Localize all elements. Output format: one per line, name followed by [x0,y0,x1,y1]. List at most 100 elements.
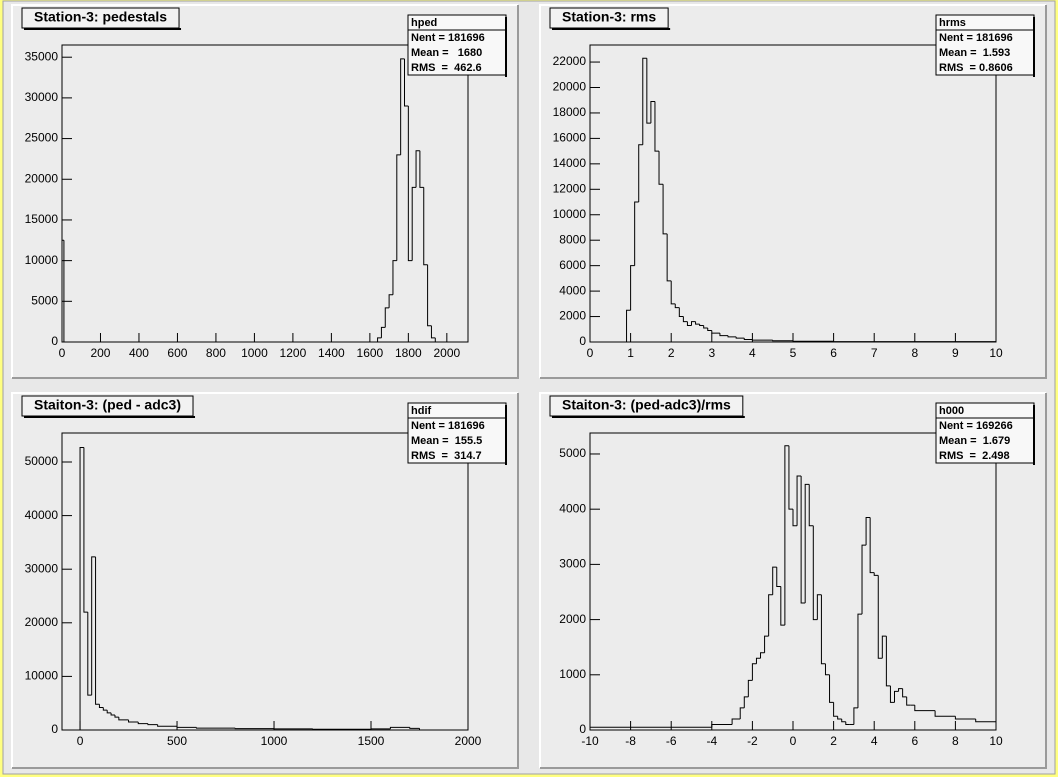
histogram-bin [630,265,635,311]
x-tick-label: 1000 [261,734,288,748]
stats-line: Nent = 169266 [939,420,1013,432]
x-tick-label: -4 [706,734,717,748]
pad-bevel [11,392,518,768]
y-tick-label: 20000 [25,171,59,185]
histogram-bin [869,517,875,574]
histogram-bin [380,326,386,338]
y-tick-label: 6000 [559,258,586,272]
histogram-bin [626,309,631,342]
x-tick-label: 0 [77,734,84,748]
histogram-bin [83,447,88,613]
pad-bevel [12,393,519,769]
histogram-bin [176,726,197,728]
histogram-bin [654,101,660,152]
histogram-bin [792,340,834,342]
histogram-bin [691,321,696,326]
y-tick-label: 30000 [25,90,59,104]
y-tick-label: 10000 [553,207,587,221]
y-tick-label: 4000 [559,283,586,297]
stats-line: Mean = 1680 [411,47,482,59]
histogram-bin [666,233,672,282]
y-tick-label: 50000 [25,454,59,468]
histogram-bin [841,718,846,723]
stats-line: RMS = 0.8606 [939,62,1013,74]
histogram-bin [430,325,436,339]
histogram-bin [837,716,842,720]
x-tick-label: 4 [871,734,878,748]
pad-bevel [539,4,1046,378]
y-tick-label: 2000 [559,309,586,323]
x-tick-label: 6 [911,734,918,748]
histogram-bin [743,696,749,708]
histogram-bin [812,525,818,621]
histogram-bin [796,475,802,526]
histogram-bin [776,567,781,587]
histogram-bin [751,339,773,341]
stats-name: h000 [939,405,964,417]
x-tick-label: 6 [830,346,837,360]
histogram-bin [646,58,651,124]
histogram-bin [808,484,814,527]
y-tick-label: 14000 [553,156,587,170]
histogram-bin [857,613,863,708]
histogram-bin [772,566,777,595]
histogram-bin [695,321,700,325]
histogram-bin [434,337,440,343]
histogram-bin [392,260,397,295]
y-tick-label: 0 [579,722,586,736]
stats-line: Nent = 181696 [411,32,485,44]
histogram-bin [110,712,115,716]
y-tick-label: 8000 [559,232,586,246]
histogram-bin [711,330,720,334]
histogram-bin [98,704,104,708]
histogram-bin [751,663,757,681]
y-tick-label: 25000 [25,131,59,145]
pad-bevel [539,392,1046,768]
x-tick-label: 0 [790,734,797,748]
histogram-bin [699,324,704,326]
histogram-bin [377,337,382,342]
histogram-bin [662,184,668,235]
histogram-bin [873,572,879,576]
pad: 0 10000 20000 30000 40000 50000 0 500 1000 1500 20… [11,392,519,769]
x-tick-label: 5 [790,346,797,360]
x-tick-label: 7 [871,346,878,360]
x-tick-label: -6 [666,734,677,748]
histogram-bin [400,58,405,155]
histogram-bin [137,721,148,725]
histogram-bin [415,150,420,188]
x-tick-label: 3 [708,346,715,360]
stats-line: Mean = 1.679 [939,435,1010,447]
histogram-bin [894,690,899,703]
histogram-bin [674,303,680,309]
histogram-bin [423,187,428,266]
histogram-bin [719,333,729,337]
x-tick-label: 8 [911,346,918,360]
x-tick-label: 2000 [455,734,482,748]
histogram-bin [906,696,911,706]
histogram-bin [755,657,761,664]
histogram-bin [711,723,733,728]
histogram-bin [682,316,688,323]
histogram-bin [678,307,684,318]
x-tick-label: 9 [952,346,959,360]
y-tick-label: 35000 [25,49,59,63]
histogram-bin [975,718,997,730]
pad: 0200040006000800010000120001400016000180… [539,4,1047,379]
y-tick-label: 2000 [559,612,586,626]
y-tick-label: 20000 [25,615,59,629]
histogram-bin [780,586,785,626]
histogram-bin [87,612,92,696]
histogram-bin [853,707,858,725]
y-tick-label: 10000 [25,253,59,267]
y-tick-label: 0 [579,334,586,348]
histogram-bin [411,186,417,261]
chart-title: Staiton-3: (ped-adc3)/rms [562,397,731,413]
x-tick-label: -8 [625,734,636,748]
histogram-bin [650,100,655,124]
stats-box [935,402,1035,464]
y-tick-label: 12000 [553,181,587,195]
histogram-bin [898,688,903,692]
y-tick-label: 5000 [559,446,586,460]
